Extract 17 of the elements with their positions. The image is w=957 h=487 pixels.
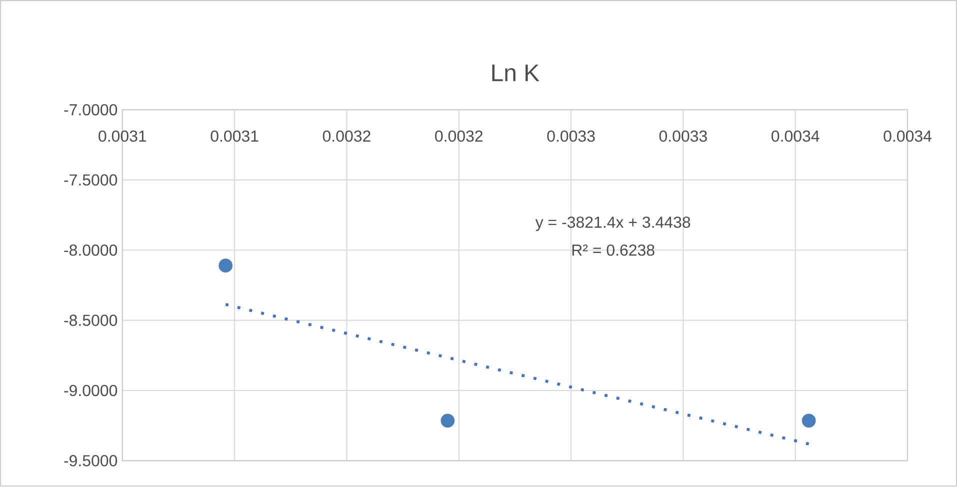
chart-title: Ln K bbox=[492, 64, 540, 82]
y-tick-label: -8.5000 bbox=[64, 314, 118, 326]
y-tick-label: -9.5000 bbox=[64, 455, 118, 467]
annotation: y = -3821.4x + 3.4438 bbox=[535, 216, 690, 232]
x-tick-label: 0.0033 bbox=[659, 130, 707, 142]
x-tick-label: 0.0034 bbox=[884, 130, 932, 142]
y-tick-label: -7.0000 bbox=[64, 104, 118, 116]
y-tick-label: -7.5000 bbox=[64, 174, 118, 186]
y-tick-label: -9.0000 bbox=[64, 385, 118, 396]
x-tick-label: 0.0032 bbox=[322, 130, 370, 142]
annotation: R² = 0.6238 bbox=[572, 244, 654, 256]
x-tick-label: 0.0034 bbox=[772, 130, 820, 142]
y-tick-label: -8.0000 bbox=[64, 244, 118, 256]
x-tick-label: 0.0032 bbox=[435, 130, 483, 142]
x-tick-label: 0.0031 bbox=[98, 130, 146, 142]
x-tick-label: 0.0031 bbox=[210, 130, 258, 142]
x-tick-label: 0.0033 bbox=[547, 130, 595, 142]
